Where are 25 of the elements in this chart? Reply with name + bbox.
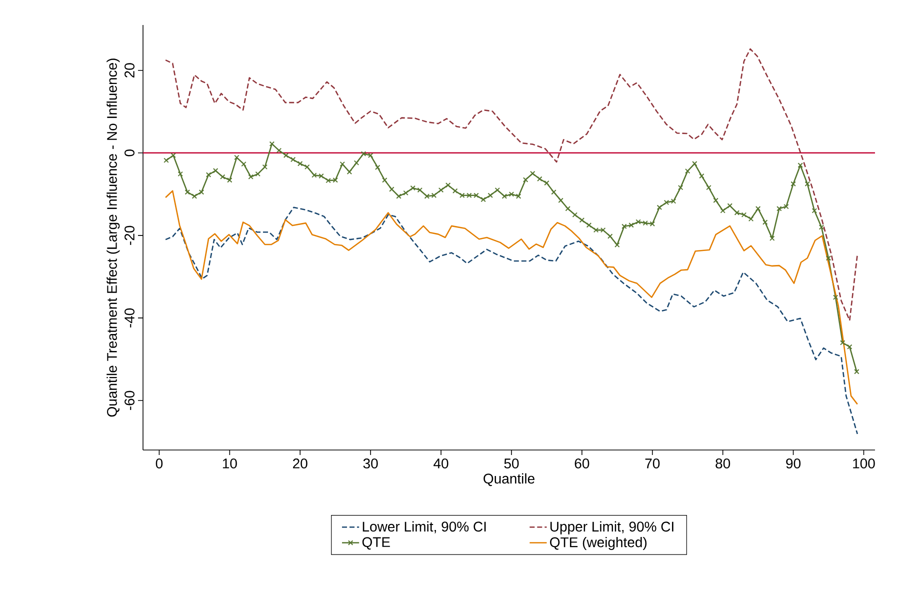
x-tick-label: 60 [574,458,590,468]
y-tick-label: 20 [124,63,134,78]
legend-label: QTE (weighted) [550,536,647,550]
y-tick-label: -40 [124,308,134,328]
x-tick-label: 50 [504,458,519,468]
line-series [164,206,858,435]
x-tick-label: 100 [853,458,875,468]
x-tick-label: 90 [786,458,801,468]
y-tick-label: -60 [124,390,134,410]
x-tick-label: 20 [293,458,308,468]
x-tick-label: 80 [716,458,730,468]
line-series [164,48,858,322]
legend-label: Upper Limit, 90% CI [550,521,674,534]
legend-label: QTE [362,537,390,550]
y-axis-title: Quantile Treatment Effect (Large Influence - No Influence) [106,58,120,417]
x-tick-label: 40 [434,458,448,468]
x-tick-label: 10 [222,458,237,468]
y-tick-label: -20 [124,226,134,245]
x-tick-label: 70 [645,458,660,468]
x-tick-label: 30 [363,458,378,468]
x-axis-title: Quantile [484,473,534,486]
x-tick-label: 0 [156,458,163,468]
legend-label: Lower Limit, 90% CI [362,521,486,534]
line-series [164,190,858,405]
y-tick-label: 0 [124,150,134,156]
